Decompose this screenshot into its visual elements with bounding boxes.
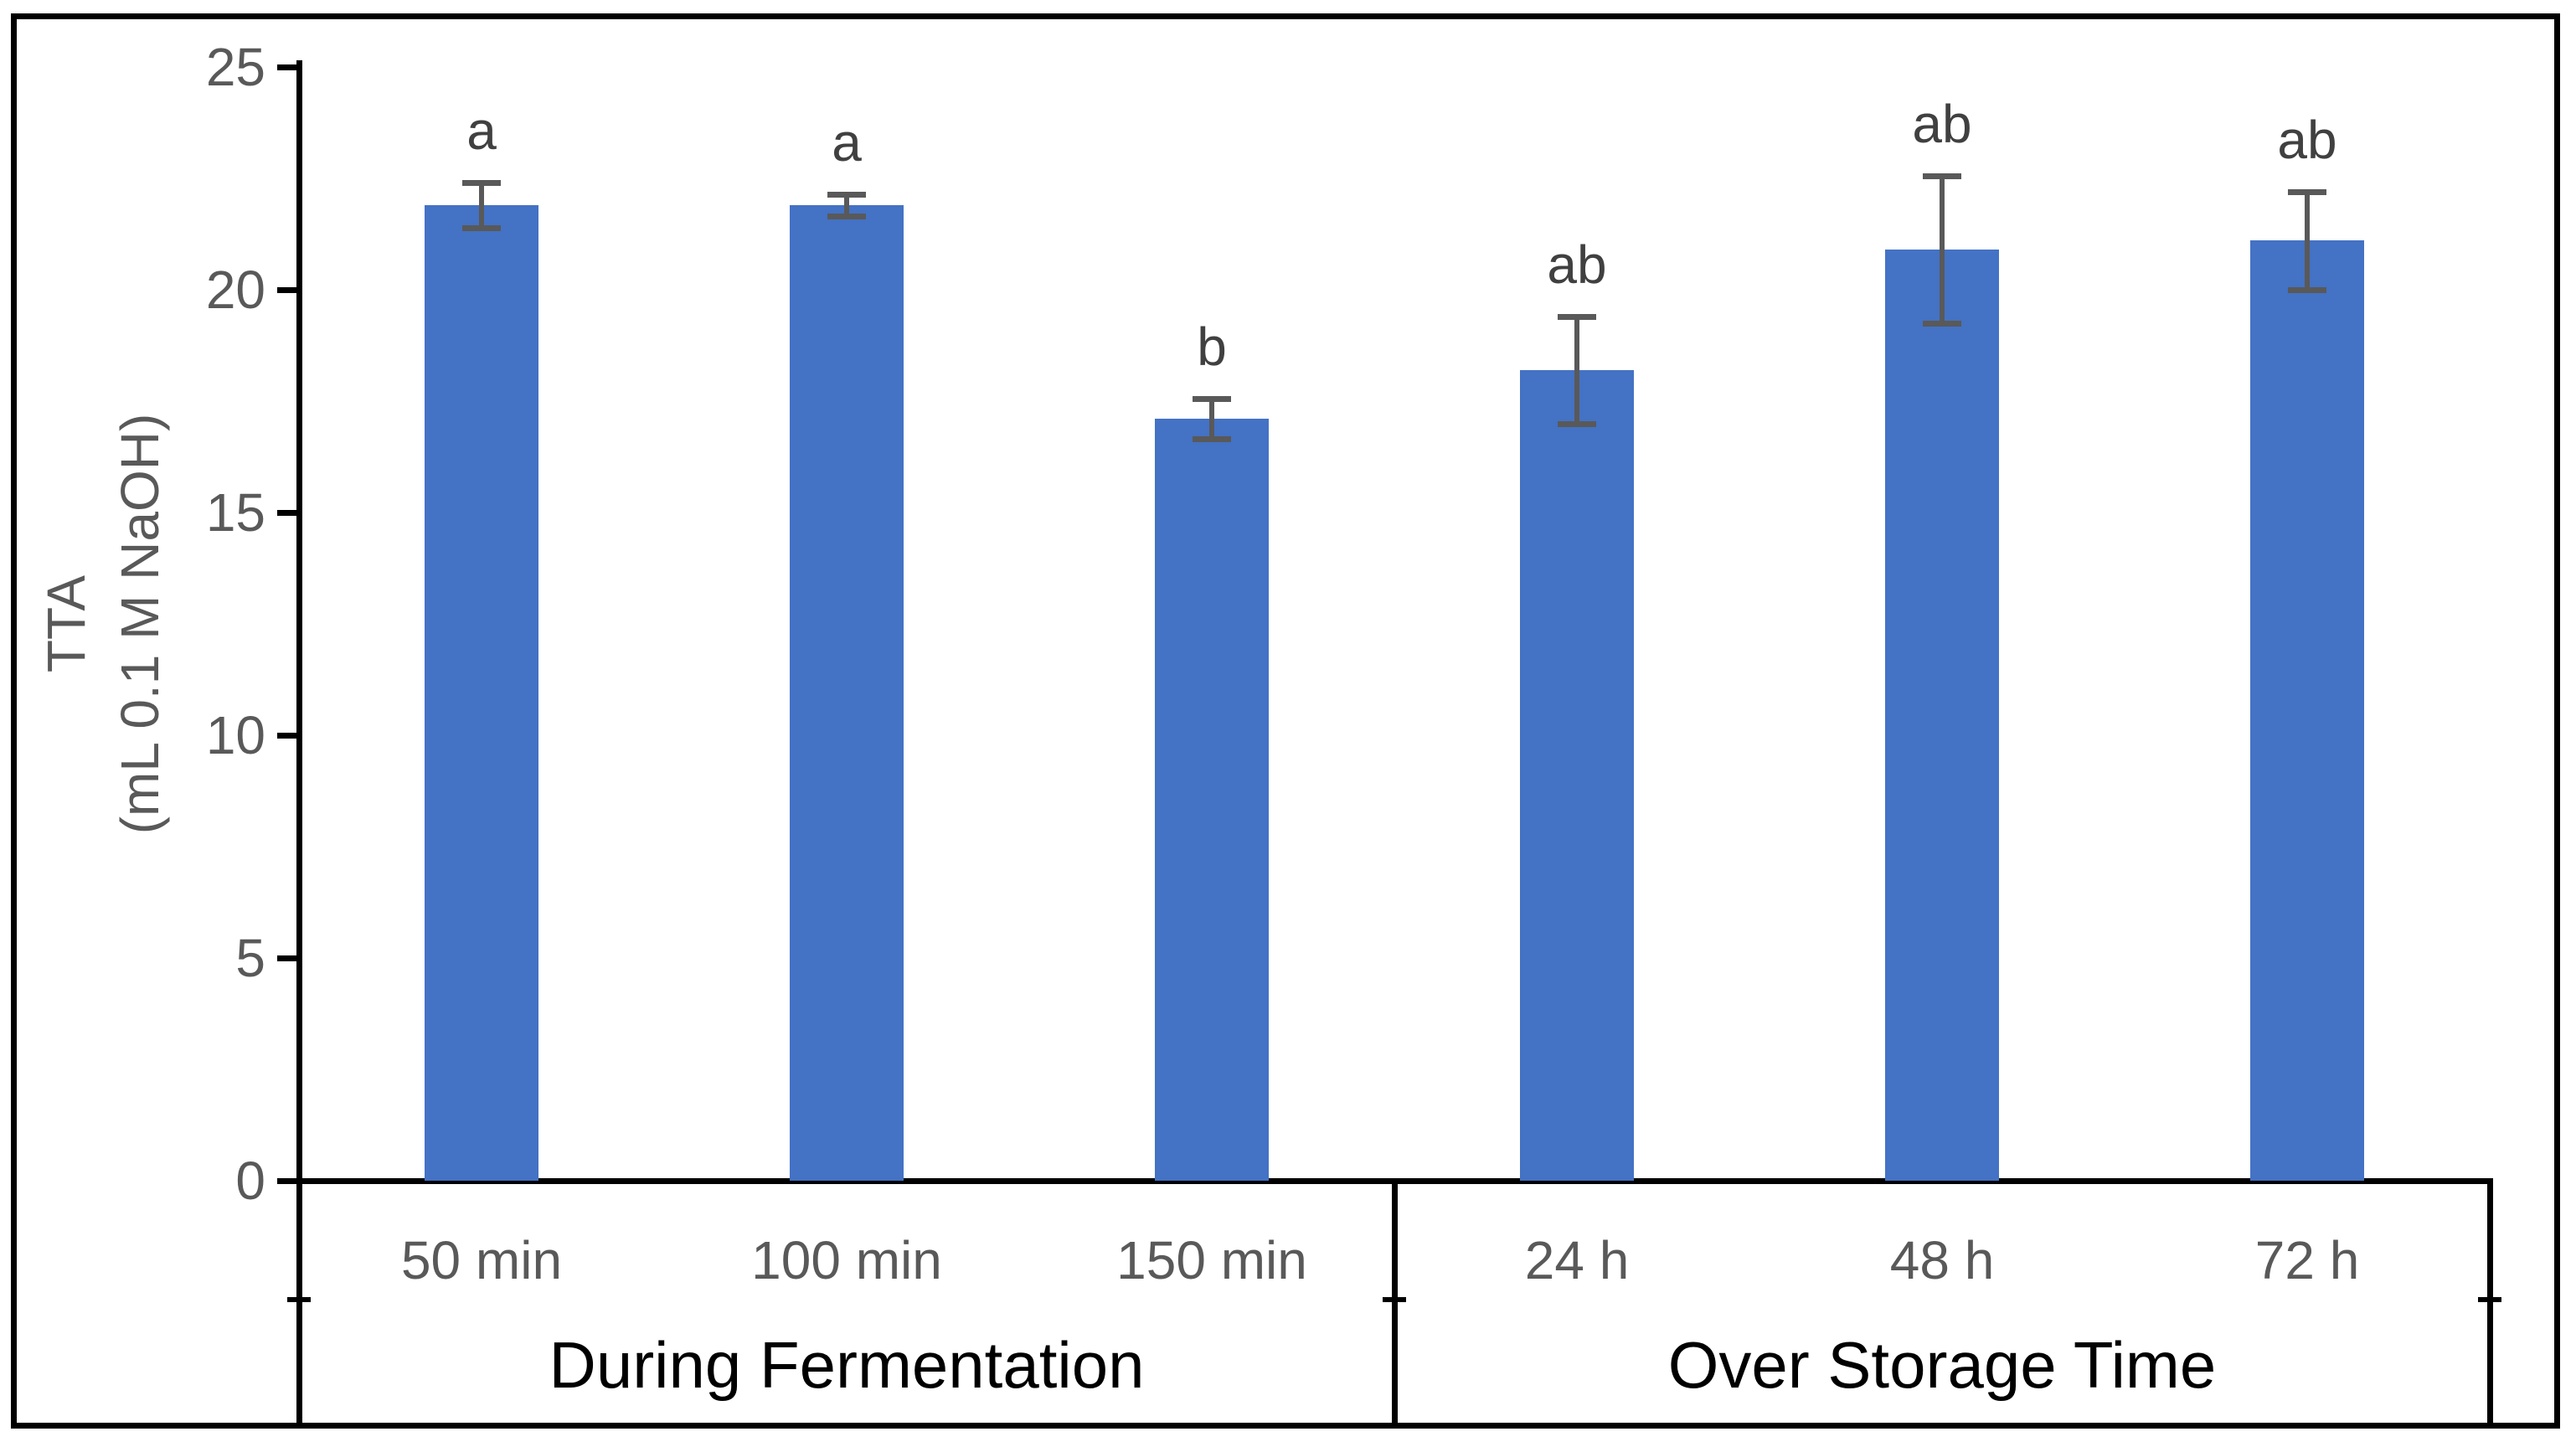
y-tick — [277, 955, 299, 961]
y-tick — [277, 509, 299, 516]
bar — [425, 204, 538, 1181]
sig-letter: a — [466, 100, 497, 162]
error-bar-cap-bottom — [1558, 420, 1596, 427]
y-tick — [277, 1177, 299, 1184]
y-tick-label: 10 — [205, 705, 265, 765]
y-tick-label: 20 — [205, 260, 265, 320]
error-bar-line — [1574, 316, 1579, 424]
y-tick-label: 15 — [205, 482, 265, 543]
y-tick-label: 5 — [235, 928, 265, 988]
y-tick — [277, 732, 299, 739]
error-bar-cap-top — [462, 180, 501, 187]
y-axis-line — [296, 60, 302, 1423]
y-tick-label: 25 — [205, 37, 265, 97]
error-bar-line — [1209, 399, 1214, 440]
error-bar-cap-top — [1193, 396, 1231, 403]
bar — [1885, 250, 1999, 1181]
sig-letter: ab — [2277, 109, 2337, 170]
sig-letter: ab — [1912, 94, 1972, 155]
error-bar-cap-top — [1923, 173, 1961, 180]
category-label: 72 h — [2254, 1230, 2360, 1290]
y-axis-title-line1: TTA — [36, 574, 96, 673]
error-bar-cap-top — [827, 191, 866, 198]
bar — [2250, 240, 2364, 1181]
y-tick-label: 0 — [235, 1151, 265, 1211]
group-label: Over Storage Time — [1667, 1328, 2217, 1402]
error-bar-cap-bottom — [462, 224, 501, 231]
error-bar-cap-bottom — [1193, 436, 1231, 443]
sig-letter: b — [1197, 317, 1227, 378]
bar — [1155, 419, 1269, 1181]
y-axis-title-line2: (mL 0.1 M NaOH) — [110, 413, 170, 835]
row-separator-tick — [1383, 1297, 1406, 1302]
error-bar-cap-top — [2288, 188, 2326, 195]
error-bar-line — [844, 193, 849, 217]
error-bar-cap-top — [1558, 313, 1596, 320]
bar — [1520, 369, 1634, 1181]
category-label: 150 min — [1116, 1230, 1307, 1290]
error-bar-cap-bottom — [827, 214, 866, 220]
category-label: 100 min — [751, 1230, 942, 1290]
category-label: 24 h — [1524, 1230, 1630, 1290]
y-axis-title: TTA (mL 0.1 M NaOH) — [29, 205, 180, 1043]
error-bar-line — [1940, 176, 1945, 323]
sig-letter: ab — [1547, 234, 1607, 295]
category-label: 48 h — [1889, 1230, 1995, 1290]
row-separator-tick — [2478, 1297, 2501, 1302]
sig-letter: a — [832, 111, 862, 173]
error-bar-line — [479, 183, 484, 228]
category-label: 50 min — [400, 1230, 563, 1290]
y-tick — [277, 286, 299, 293]
error-bar-cap-bottom — [2288, 287, 2326, 293]
bar — [790, 204, 904, 1181]
y-tick — [277, 64, 299, 70]
figure-border — [11, 13, 2560, 1429]
error-bar-cap-bottom — [1923, 320, 1961, 327]
row-separator-tick — [287, 1297, 311, 1302]
group-label: During Fermentation — [549, 1328, 1145, 1402]
error-bar-line — [2305, 191, 2310, 290]
